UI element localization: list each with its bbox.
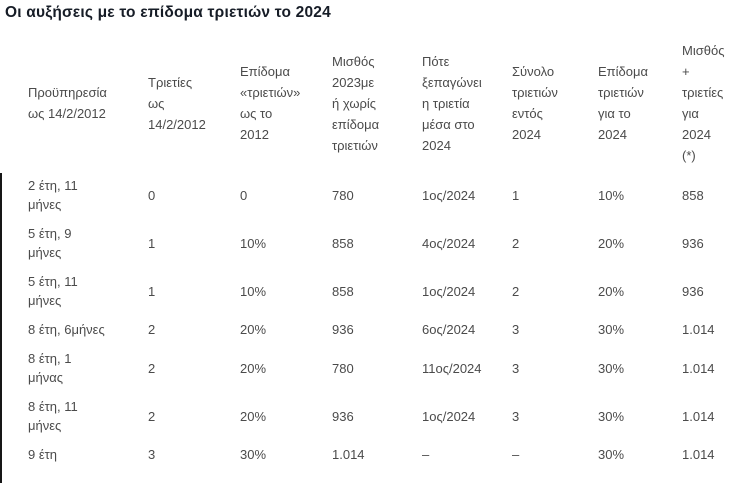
table-row: 8 έτη, 6μήνες 2 20% 936 6ος/2024 3 30% 1… — [0, 315, 743, 344]
table-cell: 20% — [240, 322, 267, 337]
table-cell: 2 — [512, 235, 520, 251]
column-header-misthos-2023: Μισθός 2023με ή χωρίς επίδομα τριετιών — [332, 53, 380, 153]
table-row: 9 έτη 3 30% 1.014 – – 30% 1.014 — [0, 440, 743, 469]
table-cell: 3 — [512, 360, 520, 376]
table-cell: 1ος/2024 — [422, 187, 476, 203]
table-cell: 8 έτη, 11 μήνες — [28, 399, 78, 433]
table-left-border — [0, 173, 2, 483]
table-cell: 4ος/2024 — [422, 235, 476, 251]
table-cell: 858 — [332, 283, 354, 299]
page-title: Οι αυξήσεις με το επίδομα τριετιών το 20… — [5, 4, 331, 21]
table-cell: 2 — [148, 322, 156, 337]
table-cell: 3 — [148, 447, 156, 462]
table-cell: 20% — [598, 283, 625, 299]
allowance-table: Προϋπηρεσία ως 14/2/2012 Τριετίες ως 14/… — [0, 35, 743, 469]
table-cell: 1.014 — [332, 447, 365, 462]
table-cell: 780 — [332, 360, 354, 376]
table-cell: 1.014 — [682, 322, 715, 337]
table-cell: 1ος/2024 — [422, 283, 476, 299]
table-cell: 6ος/2024 — [422, 322, 476, 337]
table-cell: 780 — [332, 187, 354, 203]
table-row: 8 έτη, 1 μήνας 2 20% 780 11ος/2024 3 30%… — [0, 344, 743, 392]
table-cell: 1 — [148, 235, 156, 251]
table-cell: 2 — [148, 360, 156, 376]
header-row: Προϋπηρεσία ως 14/2/2012 Τριετίες ως 14/… — [0, 35, 743, 171]
table-cell: – — [512, 447, 520, 462]
table-cell: 10% — [598, 187, 625, 203]
column-header-pote-xepagonei: Πότε ξεπαγώνει η τριετία μέσα στο 2024 — [422, 53, 482, 153]
table-cell: 30% — [598, 322, 625, 337]
table-cell: 0 — [148, 187, 156, 203]
column-header-misthos-trieties-2024: Μισθός + τριετίες για 2024 (*) — [682, 43, 725, 163]
table-cell: 5 έτη, 9 μήνες — [28, 226, 72, 260]
table-cell: 1ος/2024 — [422, 408, 476, 424]
column-header-proypiresia: Προϋπηρεσία ως 14/2/2012 — [28, 85, 107, 121]
table-row: 2 έτη, 11 μήνες 0 0 780 1ος/2024 1 10% 8… — [0, 171, 743, 219]
table-row: 5 έτη, 11 μήνες 1 10% 858 1ος/2024 2 20%… — [0, 267, 743, 315]
table-cell: 8 έτη, 1 μήνας — [28, 351, 72, 385]
table-cell: 936 — [332, 322, 354, 337]
table-cell: 3 — [512, 322, 520, 337]
column-header-epidoma-2024: Επίδομα τριετιών για το 2024 — [598, 64, 649, 142]
table-cell: 30% — [240, 447, 267, 462]
table-cell: 9 έτη — [28, 447, 58, 462]
column-header-trieties-2012: Τριετίες ως 14/2/2012 — [148, 74, 206, 132]
table-row: 5 έτη, 9 μήνες 1 10% 858 4ος/2024 2 20% … — [0, 219, 743, 267]
table-cell: 10% — [240, 283, 267, 299]
table-cell: 858 — [682, 187, 704, 203]
column-header-synolo-trieton: Σύνολο τριετιών εντός 2024 — [512, 64, 558, 142]
table-cell: 1.014 — [682, 408, 715, 424]
table-cell: 30% — [598, 360, 625, 376]
table-cell: 1.014 — [682, 447, 715, 462]
table-cell: 1 — [512, 187, 520, 203]
table-cell: 20% — [240, 408, 267, 424]
table-cell: 2 — [148, 408, 156, 424]
table-cell: 11ος/2024 — [422, 360, 482, 376]
table-cell: 936 — [682, 235, 704, 251]
table-cell: 20% — [240, 360, 267, 376]
column-header-epidoma-2012: Επίδομα «τριετιών» ως το 2012 — [240, 64, 301, 142]
table-cell: 2 έτη, 11 μήνες — [28, 178, 78, 212]
table-cell: 8 έτη, 6μήνες — [28, 322, 105, 337]
table-cell: 858 — [332, 235, 354, 251]
table-cell: 30% — [598, 408, 625, 424]
table-cell: 1.014 — [682, 360, 715, 376]
table-cell: 936 — [332, 408, 354, 424]
table-cell: 1 — [148, 283, 156, 299]
table-cell: 5 έτη, 11 μήνες — [28, 274, 78, 308]
table-cell: 3 — [512, 408, 520, 424]
table-cell: 936 — [682, 283, 704, 299]
table-cell: 30% — [598, 447, 625, 462]
table-cell: 20% — [598, 235, 625, 251]
table-cell: 2 — [512, 283, 520, 299]
table-row: 8 έτη, 11 μήνες 2 20% 936 1ος/2024 3 30%… — [0, 392, 743, 440]
table-cell: 10% — [240, 235, 267, 251]
table-cell: – — [422, 447, 430, 462]
table-cell: 0 — [240, 187, 248, 203]
